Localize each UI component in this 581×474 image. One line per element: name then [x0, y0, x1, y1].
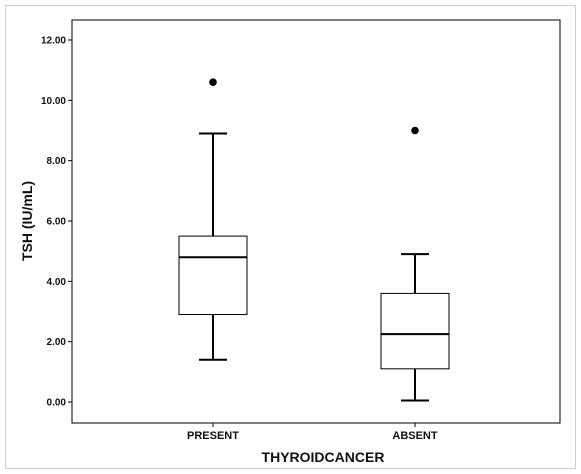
y-tick-label: 12.00 [41, 36, 66, 47]
iqr-box [178, 235, 248, 316]
y-tick-label: 10.00 [41, 96, 66, 107]
outlier-point [411, 126, 419, 135]
iqr-box [380, 292, 450, 370]
y-axis: 0.00 2.00 4.00 6.00 8.00 10.00 12.00 [41, 36, 72, 409]
plot-area [71, 19, 561, 424]
y-axis-label: TSH (IU/mL) [19, 181, 35, 261]
y-tick-label: 0.00 [47, 398, 67, 409]
outlier-point [209, 78, 217, 87]
y-tick-label: 4.00 [47, 277, 67, 288]
x-tick-label: ABSENT [392, 430, 438, 442]
y-tick-label: 6.00 [47, 217, 67, 228]
box-present [178, 78, 248, 361]
x-axis: PRESENT ABSENT [187, 423, 438, 442]
y-tick-label: 8.00 [47, 156, 67, 167]
box-absent [380, 126, 450, 402]
x-tick-label: PRESENT [187, 430, 239, 442]
boxes-group [178, 78, 450, 402]
x-axis-label: THYROIDCANCER [262, 449, 385, 465]
y-tick-label: 2.00 [47, 337, 67, 348]
